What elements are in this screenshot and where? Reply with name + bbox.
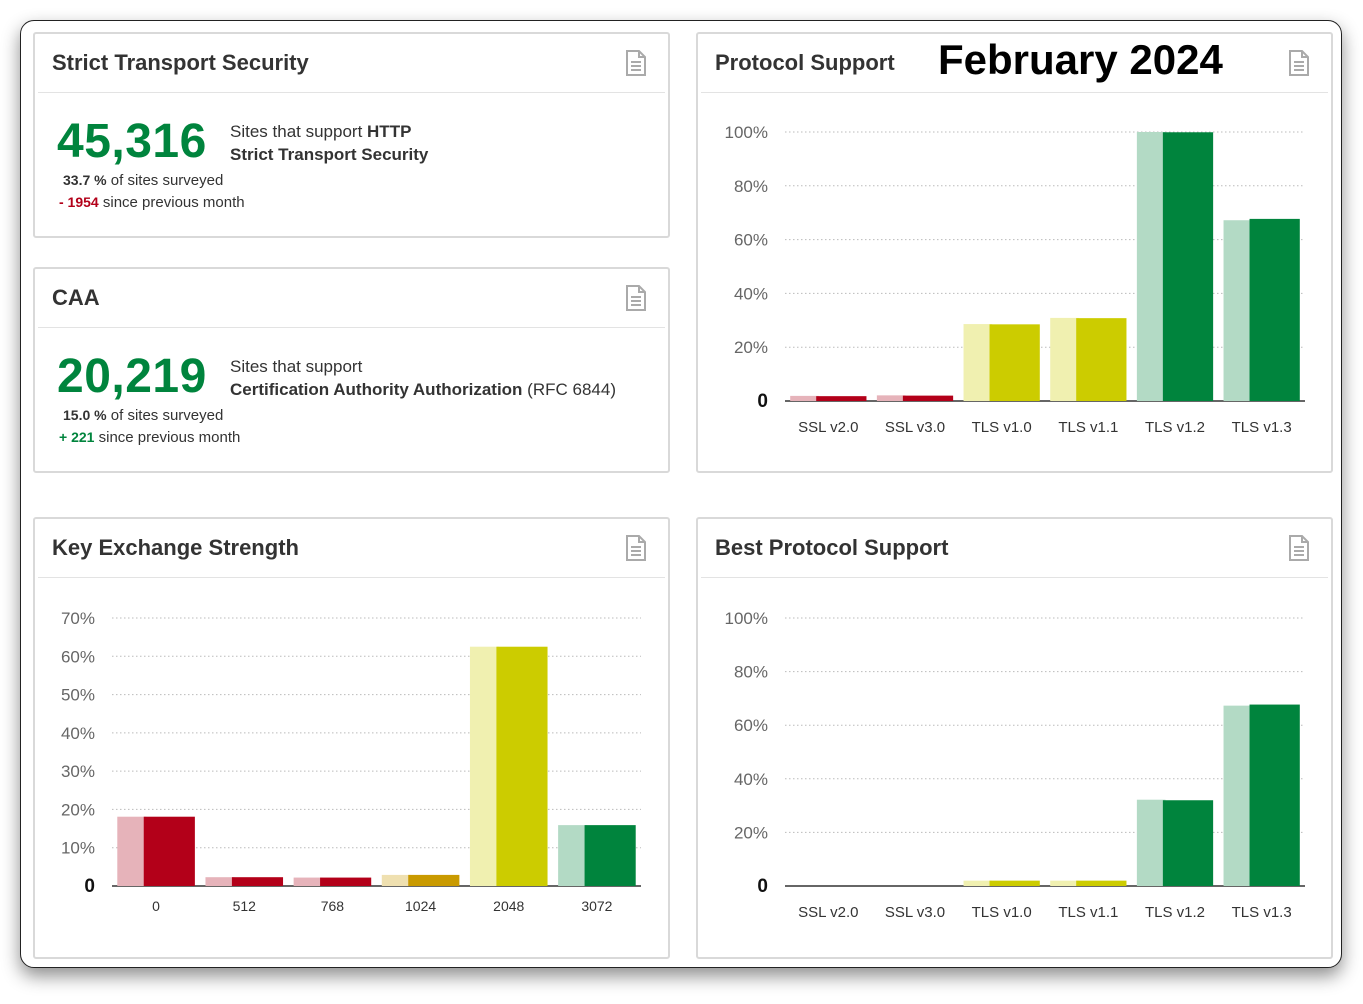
hsts-count: 45,316	[57, 115, 207, 168]
caa-percent-line: 15.0 % of sites surveyed	[63, 407, 223, 424]
document-icon[interactable]	[1288, 50, 1310, 76]
hsts-desc-http: HTTP	[367, 122, 412, 141]
hsts-panel-header: Strict Transport Security	[38, 34, 665, 93]
hsts-delta-line: - 1954 since previous month	[59, 194, 245, 211]
hsts-delta-suffix: since previous month	[98, 194, 245, 211]
hsts-panel: Strict Transport Security 45,316 Sites t…	[33, 32, 670, 238]
hsts-percent: 33.7 %	[63, 172, 107, 188]
keyx-title: Key Exchange Strength	[52, 535, 299, 560]
caa-percent-suffix: of sites surveyed	[106, 407, 224, 424]
caa-percent: 15.0 %	[63, 407, 107, 423]
caa-delta: + 221	[59, 429, 95, 445]
keyx-panel-header: Key Exchange Strength	[38, 519, 665, 578]
document-icon[interactable]	[1288, 535, 1310, 561]
hsts-percent-suffix: of sites surveyed	[106, 172, 224, 189]
protocol-support-panel: Protocol Support	[696, 32, 1333, 473]
hsts-delta: - 1954	[59, 194, 99, 210]
best-protocol-panel: Best Protocol Support	[696, 517, 1333, 959]
caa-delta-suffix: since previous month	[94, 429, 241, 446]
hsts-desc-name: Strict Transport Security	[230, 145, 429, 164]
caa-desc-name: Certification Authority Authorization	[230, 380, 523, 399]
document-icon[interactable]	[625, 285, 647, 311]
caa-title: CAA	[52, 285, 100, 310]
best-panel-header: Best Protocol Support	[701, 519, 1328, 578]
hsts-title: Strict Transport Security	[52, 50, 309, 75]
caa-count: 20,219	[57, 350, 207, 403]
hsts-percent-line: 33.7 % of sites surveyed	[63, 172, 223, 189]
caa-panel: CAA 20,219 Sites that support Certificat…	[33, 267, 670, 473]
month-title: February 2024	[938, 36, 1223, 83]
caa-desc-rfc: (RFC 6844)	[522, 380, 616, 399]
caa-delta-line: + 221 since previous month	[59, 429, 240, 446]
document-icon[interactable]	[625, 535, 647, 561]
caa-description: Sites that support Certification Authori…	[230, 355, 616, 401]
document-icon[interactable]	[625, 50, 647, 76]
protocol-title: Protocol Support	[715, 50, 895, 75]
protocol-panel-header: Protocol Support	[701, 34, 1328, 93]
key-exchange-panel: Key Exchange Strength	[33, 517, 670, 959]
caa-desc-line1: Sites that support	[230, 357, 363, 376]
hsts-description: Sites that support HTTP Strict Transport…	[230, 120, 428, 166]
caa-panel-header: CAA	[38, 269, 665, 328]
best-title: Best Protocol Support	[715, 535, 949, 560]
hsts-desc-prefix: Sites that support	[230, 122, 368, 141]
